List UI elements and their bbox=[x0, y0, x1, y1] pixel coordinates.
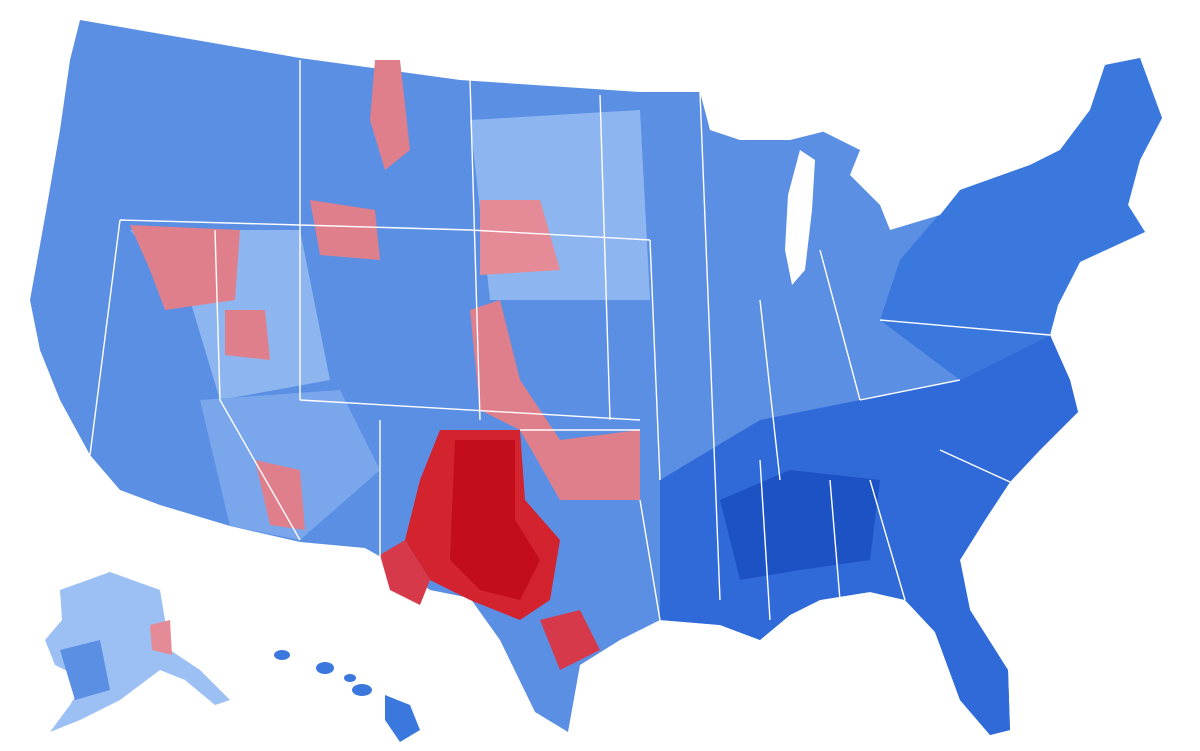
southtx-red bbox=[540, 610, 600, 670]
nebraska-pink bbox=[480, 200, 560, 275]
westtx-red bbox=[380, 540, 430, 605]
wyoming-pink bbox=[310, 200, 380, 260]
texas-deep-red bbox=[450, 440, 540, 600]
lake-superior bbox=[700, 92, 830, 140]
lake-michigan bbox=[785, 150, 815, 285]
northeast-region bbox=[880, 58, 1162, 380]
lake-erie bbox=[880, 190, 960, 230]
alaska-south bbox=[60, 640, 110, 700]
plains-pink bbox=[470, 300, 640, 500]
idaho-pink bbox=[370, 60, 410, 170]
state-borders bbox=[89, 60, 1051, 621]
hawaii bbox=[274, 650, 420, 742]
deep-south bbox=[720, 470, 880, 580]
alaska-pink bbox=[150, 620, 172, 655]
nm-pink bbox=[255, 460, 305, 530]
utah-pink bbox=[130, 225, 240, 310]
colorado-pink bbox=[225, 310, 270, 360]
southwest-light bbox=[200, 390, 380, 540]
